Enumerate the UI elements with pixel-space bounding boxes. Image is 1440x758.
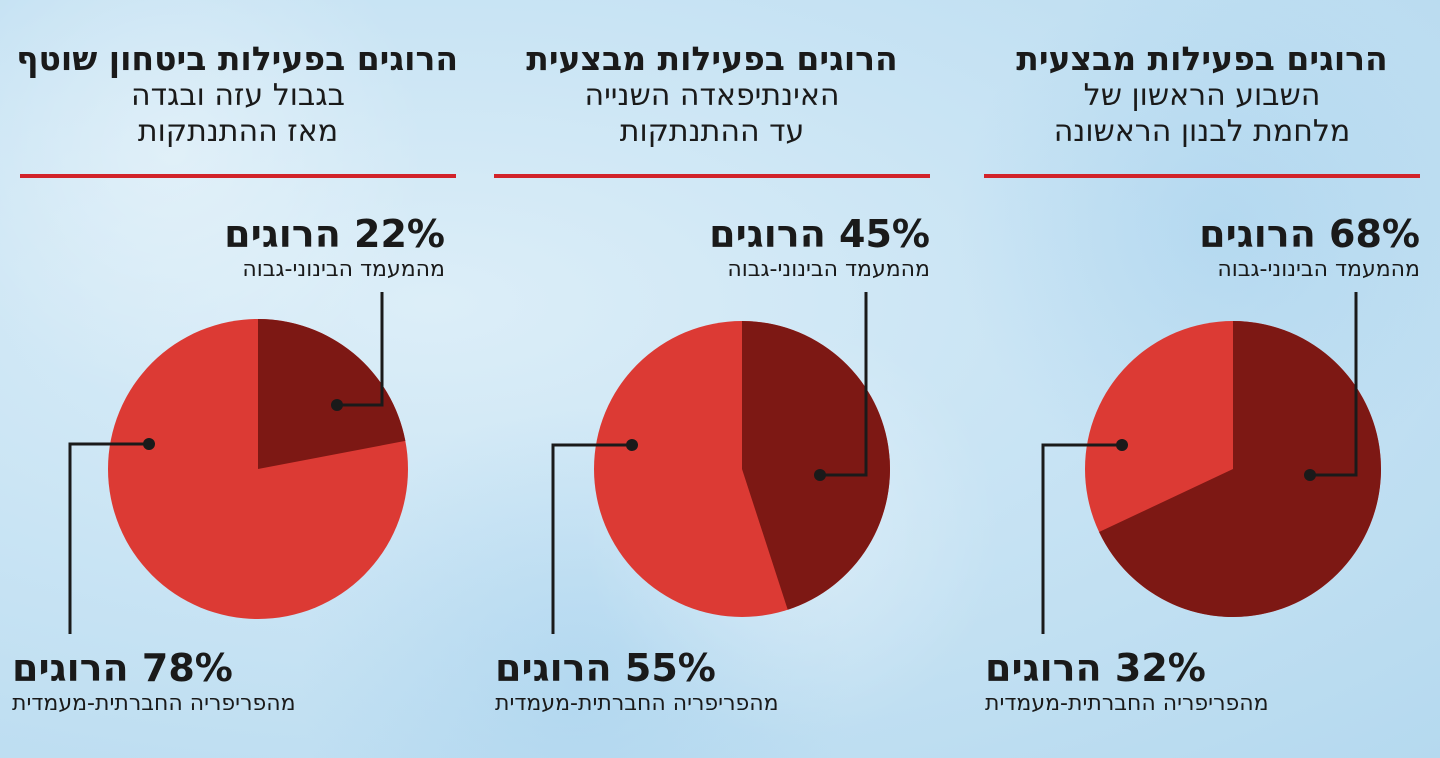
panel-title: הרוגים בפעילות ביטחון שוטף בגבול עזה ובג… [16, 39, 458, 150]
title-divider [20, 174, 456, 178]
leader-dot [814, 469, 826, 481]
leader-line-periphery [551, 443, 632, 634]
panel-title-line: בגבול עזה ובגדה [131, 78, 345, 113]
leader-dot [1304, 469, 1316, 481]
leader-line-periphery [1041, 443, 1122, 634]
leader-line-upper-middle [337, 292, 384, 407]
panel-title-bold: הרוגים בפעילות מבצעית [1016, 39, 1388, 78]
slice-label-periphery: 55% הרוגים מהפריפריה החברתית-מעמדית [495, 646, 779, 718]
panel-title-bold: הרוגים בפעילות ביטחון שוטף [16, 39, 458, 78]
leader-line-upper-middle [820, 292, 868, 477]
panel-title-bold: הרוגים בפעילות מבצעית [526, 39, 898, 78]
leader-dot [1116, 439, 1128, 451]
slice-category-label: מהמעמד הבינוני-גבוה [242, 257, 445, 282]
slice-value-label: 78% הרוגים [12, 646, 233, 690]
slice-value-label: 32% הרוגים [985, 646, 1206, 690]
chart-panel-lebanon: הרוגים בפעילות מבצעית השבוע הראשון של מל… [982, 0, 1422, 758]
title-divider [494, 174, 930, 178]
pie-slice-upper-middle [258, 319, 406, 469]
slice-category-label: מהפריפריה החברתית-מעמדית [12, 691, 296, 716]
title-divider [984, 174, 1420, 178]
slice-label-periphery: 78% הרוגים מהפריפריה החברתית-מעמדית [12, 646, 296, 718]
panel-title: הרוגים בפעילות מבצעית האינתיפאדה השנייה … [492, 40, 932, 150]
panel-title-line: מלחמת לבנון הראשונה [1053, 114, 1351, 149]
slice-value-label: 55% הרוגים [495, 646, 716, 690]
pie-slice-upper-middle [1099, 321, 1381, 617]
slice-value-label: 45% הרוגים [709, 212, 930, 256]
panel-title-line: האינתיפאדה השנייה [584, 78, 840, 113]
pie-slice-upper-middle [742, 321, 890, 610]
slice-label-upper-middle: 45% הרוגים מהמעמד הבינוני-גבוה [709, 212, 930, 284]
slice-category-label: מהמעמד הבינוני-גבוה [1217, 257, 1420, 282]
chart-panel-intifada: הרוגים בפעילות מבצעית האינתיפאדה השנייה … [492, 0, 932, 758]
slice-category-label: מהפריפריה החברתית-מעמדית [495, 691, 779, 716]
leader-dot [143, 438, 155, 450]
slice-label-periphery: 32% הרוגים מהפריפריה החברתית-מעמדית [985, 646, 1269, 718]
panel-title-line: מאז ההתנתקות [137, 114, 339, 149]
leader-dot [626, 439, 638, 451]
panel-title-line: עד ההתנתקות [619, 114, 805, 149]
slice-label-upper-middle: 68% הרוגים מהמעמד הבינוני-גבוה [1199, 212, 1420, 284]
leader-dot [331, 399, 343, 411]
chart-panel-security: הרוגים בפעילות ביטחון שוטף בגבול עזה ובג… [16, 0, 458, 758]
slice-value-label: 22% הרוגים [224, 212, 445, 256]
slice-category-label: מהמעמד הבינוני-גבוה [727, 257, 930, 282]
slice-category-label: מהפריפריה החברתית-מעמדית [985, 691, 1269, 716]
leader-line-periphery [68, 442, 149, 634]
leader-line-upper-middle [1310, 292, 1358, 477]
slice-value-label: 68% הרוגים [1199, 212, 1420, 256]
panel-title-line: השבוע הראשון של [1083, 78, 1321, 113]
slice-label-upper-middle: 22% הרוגים מהמעמד הבינוני-גבוה [224, 212, 445, 284]
panel-title: הרוגים בפעילות מבצעית השבוע הראשון של מל… [982, 40, 1422, 150]
